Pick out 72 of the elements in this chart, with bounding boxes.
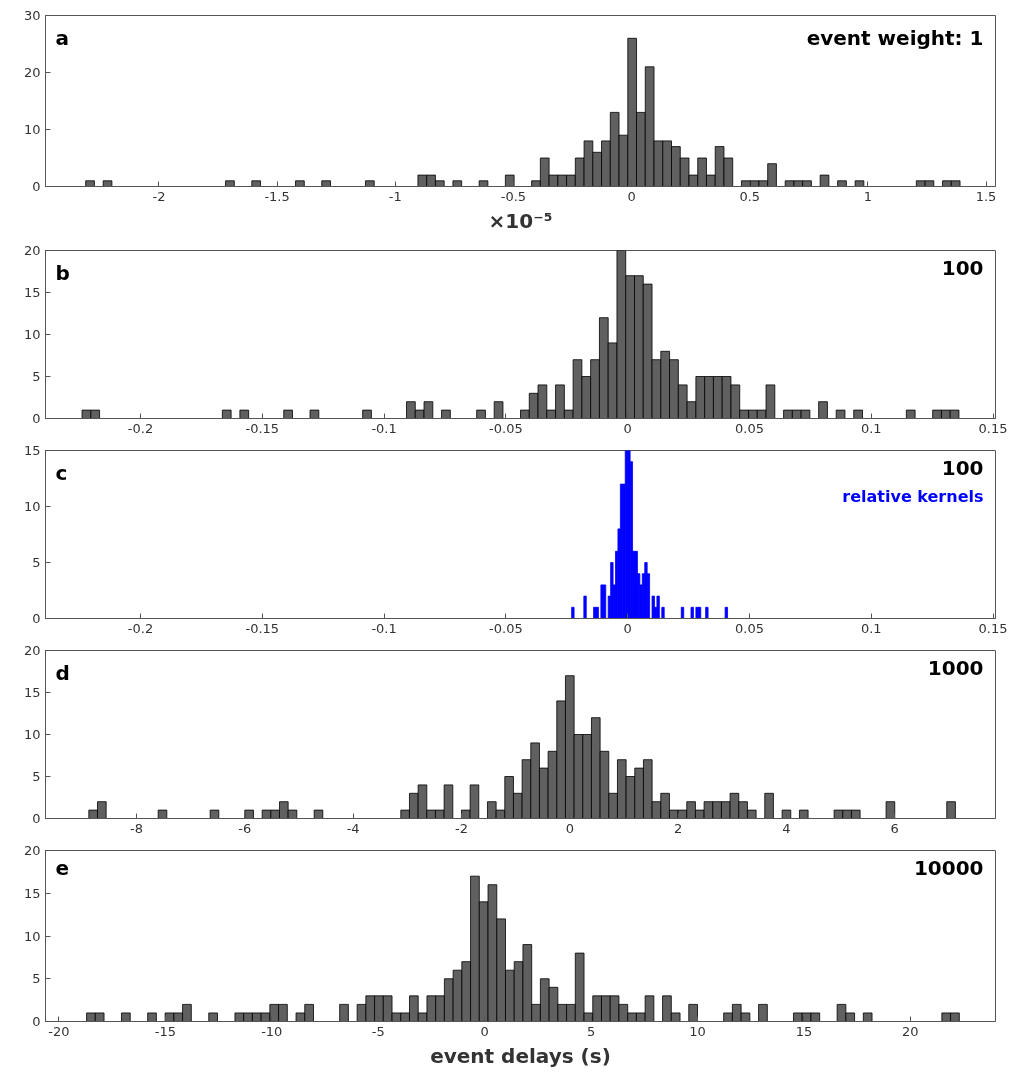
x-axis-title: event delays (s)	[430, 1043, 611, 1068]
x-tick-label: 0.15	[978, 420, 1008, 436]
x-tick-label: -6	[238, 820, 252, 836]
x-tick-label: -0.15	[245, 620, 280, 636]
y-tick-label: 20	[23, 643, 41, 658]
x-tick-label: -2	[152, 188, 166, 204]
y-tick-label: 10	[23, 727, 41, 742]
x-tick-label: 0.1	[860, 620, 882, 636]
y-tick-label: 10	[23, 122, 41, 137]
x-tick-label: 0.05	[735, 620, 764, 636]
x-tick-label: -0.05	[489, 620, 523, 636]
annotation: a	[55, 25, 69, 50]
annotation: b	[55, 260, 70, 285]
annotation: 100	[941, 455, 984, 480]
y-tick-label: 20	[23, 843, 41, 858]
y-tick-label: 15	[23, 885, 41, 901]
y-tick-label: 10	[23, 327, 41, 342]
annotation: event weight: 1	[806, 25, 984, 50]
y-tick-label: 15	[23, 285, 41, 300]
y-tick-label: 5	[32, 769, 41, 784]
x-tick-label: 10	[689, 1023, 706, 1039]
x-tick-label: 0.5	[739, 188, 761, 204]
y-tick-label: 20	[23, 65, 41, 80]
x-tick-label: -0.5	[500, 188, 527, 204]
x-tick-label: 0	[623, 420, 632, 436]
x-tick-label: 2	[673, 820, 683, 836]
y-tick-label: 5	[32, 369, 41, 384]
annotation: d	[55, 660, 70, 685]
x-tick-label: 20	[902, 1023, 919, 1039]
x-tick-label: -5	[371, 1023, 385, 1039]
x-tick-label: 0.15	[978, 620, 1008, 636]
x-tick-label: -0.2	[127, 420, 154, 436]
y-tick-label: 30	[23, 8, 41, 23]
x-tick-label: -15	[154, 1023, 176, 1039]
x-tick-label: 6	[890, 820, 899, 836]
annotation: 1000	[927, 655, 984, 680]
x-tick-label: 4	[782, 820, 791, 836]
x-tick-label: 1	[863, 188, 873, 204]
x-tick-label: -1	[388, 188, 402, 204]
x-tick-label: -0.15	[245, 420, 280, 436]
y-tick-label: 10	[23, 499, 41, 514]
x-tick-label: -0.2	[127, 620, 154, 636]
x-axis-title: ×10⁻⁵	[488, 208, 553, 233]
x-tick-label: 5	[586, 1023, 596, 1039]
annotation: 100	[941, 255, 984, 280]
x-tick-label: 0	[480, 1023, 489, 1039]
x-tick-label: -10	[261, 1023, 283, 1039]
x-tick-label: -2	[454, 820, 468, 836]
annotation: c	[55, 460, 68, 485]
x-tick-label: -4	[346, 820, 360, 836]
y-tick-label: 15	[23, 443, 41, 458]
annotation: 10000	[913, 855, 984, 880]
y-tick-label: 15	[23, 685, 41, 700]
x-tick-label: 0.1	[860, 420, 882, 436]
x-tick-label: 0	[565, 820, 574, 836]
x-tick-label: 0.05	[735, 420, 764, 436]
x-tick-label: 0	[627, 188, 636, 204]
x-tick-label: -20	[48, 1023, 70, 1039]
y-tick-label: 5	[32, 971, 41, 987]
y-tick-label: 20	[23, 243, 41, 258]
x-tick-label: 15	[795, 1023, 813, 1039]
x-tick-label: -1.5	[264, 188, 290, 204]
annotation: relative kernels	[842, 486, 984, 506]
annotation: e	[55, 855, 70, 880]
y-tick-label: 10	[23, 928, 41, 944]
x-tick-label: -0.05	[489, 420, 523, 436]
x-tick-label: -0.1	[371, 420, 397, 436]
y-tick-label: 5	[32, 555, 41, 570]
x-tick-label: 0	[623, 620, 632, 636]
x-tick-label: -8	[130, 820, 143, 836]
x-tick-label: 1.5	[975, 188, 997, 204]
x-tick-label: -0.1	[371, 620, 397, 636]
